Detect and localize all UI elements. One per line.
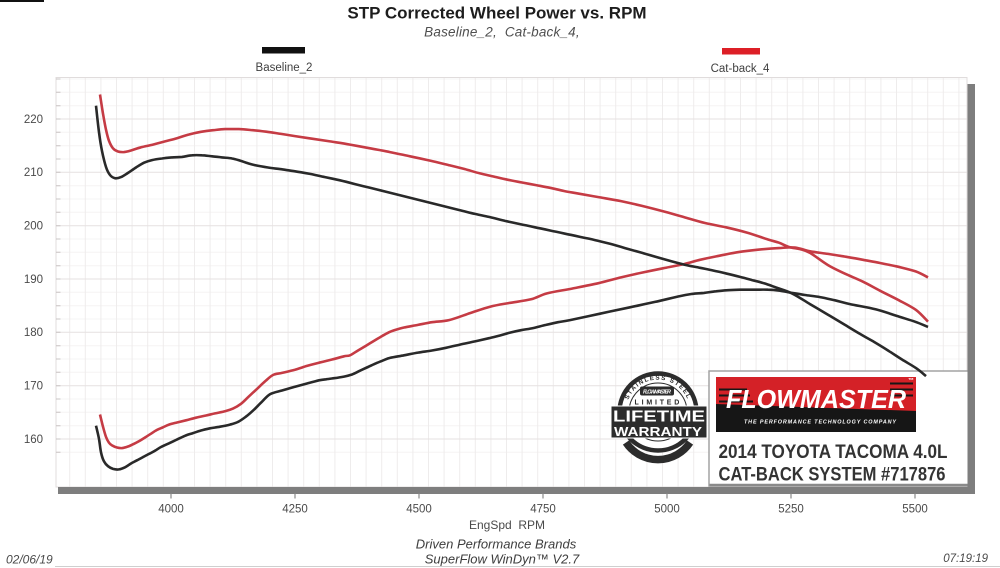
svg-text:210: 210 [24, 167, 43, 179]
svg-text:Baseline_2, Cat-back_4,: Baseline_2, Cat-back_4, [424, 25, 580, 40]
svg-text:4500: 4500 [406, 504, 432, 516]
svg-text:CAT-BACK SYSTEM #717876: CAT-BACK SYSTEM #717876 [719, 465, 946, 486]
svg-text:FLOWMASTER: FLOWMASTER [643, 390, 671, 396]
svg-text:2014 TOYOTA TACOMA 4.0L: 2014 TOYOTA TACOMA 4.0L [719, 442, 948, 463]
svg-text:5500: 5500 [902, 504, 928, 516]
svg-text:Driven Performance Brands: Driven Performance Brands [416, 537, 577, 552]
svg-text:160: 160 [24, 434, 43, 446]
svg-text:LIMITED: LIMITED [635, 400, 681, 407]
svg-text:STP Corrected Wheel Power vs.: STP Corrected Wheel Power vs. RPM [347, 4, 646, 23]
svg-text:WARRANTY: WARRANTY [614, 424, 702, 439]
svg-text:™: ™ [908, 377, 914, 384]
svg-text:EngSpd RPM: EngSpd RPM [469, 518, 545, 532]
svg-text:190: 190 [24, 274, 43, 286]
svg-text:Cat-back_4: Cat-back_4 [711, 63, 770, 75]
svg-text:200: 200 [24, 221, 43, 233]
svg-text:170: 170 [24, 381, 43, 393]
svg-text:180: 180 [24, 327, 43, 339]
svg-text:4750: 4750 [530, 504, 556, 516]
svg-text:07:19:19: 07:19:19 [943, 553, 988, 565]
svg-text:4250: 4250 [282, 504, 308, 516]
svg-text:SuperFlow WinDyn™ V2.7: SuperFlow WinDyn™ V2.7 [425, 552, 580, 567]
svg-text:FLOWMASTER: FLOWMASTER [726, 384, 906, 414]
svg-text:220: 220 [24, 114, 43, 126]
svg-text:5000: 5000 [654, 504, 680, 516]
svg-text:02/06/19: 02/06/19 [6, 553, 53, 567]
svg-text:5250: 5250 [778, 504, 804, 516]
svg-text:THE PERFORMANCE TECHNOLOGY COM: THE PERFORMANCE TECHNOLOGY COMPANY [744, 420, 896, 426]
svg-text:Baseline_2: Baseline_2 [256, 62, 313, 74]
svg-text:LIFETIME: LIFETIME [613, 409, 705, 426]
svg-text:4000: 4000 [158, 504, 184, 516]
